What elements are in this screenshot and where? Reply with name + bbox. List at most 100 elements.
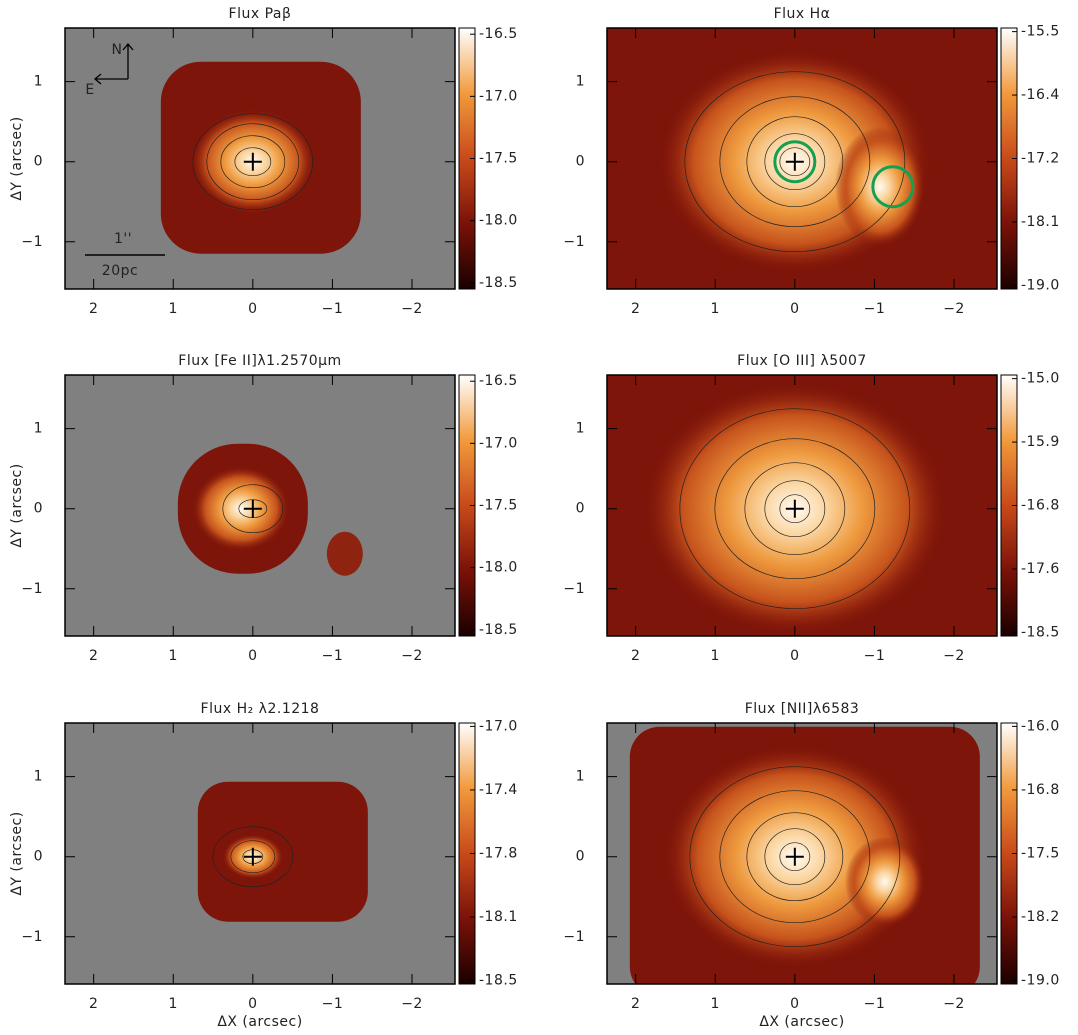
y-tick-label: 1 <box>576 74 585 90</box>
colorbar-tick-label: -16.8 <box>1021 782 1060 798</box>
colorbar-tick-label: -17.4 <box>479 782 518 798</box>
emission-knot <box>326 531 363 576</box>
panel-title: Flux Paβ <box>229 6 292 22</box>
x-tick-label: 1 <box>169 996 178 1012</box>
colorbar-tick-label: -18.2 <box>1021 909 1060 925</box>
contour <box>679 408 911 610</box>
colorbar-tick-label: -15.5 <box>1021 24 1060 40</box>
aperture-circle <box>871 165 915 209</box>
colorbar-tick-label: -17.5 <box>479 498 518 514</box>
x-tick-label: −1 <box>864 648 886 664</box>
colorbar-tick-label: -18.1 <box>479 909 518 925</box>
x-tick-label: 1 <box>169 301 178 317</box>
contour <box>192 113 314 211</box>
emission-glow <box>834 126 925 247</box>
contour <box>222 484 284 534</box>
scale-bar-pc: 20pc <box>102 263 138 279</box>
colorbar-tick-label: -18.1 <box>1021 214 1060 230</box>
colorbar-tick-label: -15.9 <box>1021 434 1060 450</box>
x-tick-label: 0 <box>248 301 257 317</box>
contour <box>779 147 811 177</box>
x-tick-label: 0 <box>248 648 257 664</box>
contour <box>206 123 300 201</box>
colorbar-tick-label: -18.5 <box>479 622 518 638</box>
contour <box>719 96 871 228</box>
panel: Flux H₂ λ2.1218 2 1 0 −1 −2 −1 0 1 ΔY (arcsec) ΔX … <box>9 701 518 1030</box>
nucleus-marker <box>243 152 262 171</box>
x-tick-label: −2 <box>943 996 965 1012</box>
x-tick-label: 1 <box>169 648 178 664</box>
x-tick-label: 1 <box>711 301 720 317</box>
x-tick-label: −1 <box>322 648 344 664</box>
emission-glow <box>192 466 289 551</box>
colorbar-tick-label: -16.0 <box>1021 718 1060 734</box>
contour <box>230 840 276 874</box>
contour <box>689 766 901 948</box>
y-axis-label: ΔY (arcsec) <box>9 463 25 547</box>
contour <box>719 790 871 924</box>
x-tick-label: 0 <box>248 996 257 1012</box>
x-tick-label: −2 <box>401 301 423 317</box>
plot-frame <box>64 374 456 637</box>
plot-frame <box>64 27 456 290</box>
panel: Flux [Fe II]λ1.2570μm 2 1 0 −1 −2 −1 0 1 ΔY (arcs… <box>9 353 518 664</box>
colorbar-tick-label: -18.5 <box>479 275 518 291</box>
colorbar-tick-label: -17.0 <box>479 718 518 734</box>
y-axis-label: ΔY (arcsec) <box>9 811 25 895</box>
panel-title: Flux [O III] λ5007 <box>737 353 867 369</box>
contour <box>212 826 294 888</box>
compass-east: E <box>85 82 94 98</box>
scale-bar-arcsec: 1'' <box>114 231 132 247</box>
contour <box>714 438 876 580</box>
map <box>607 28 997 289</box>
x-tick-label: 0 <box>790 996 799 1012</box>
contour <box>779 842 811 872</box>
colorbar-tick-label: -15.0 <box>1021 371 1060 387</box>
colorbar-tick-label: -16.5 <box>479 26 518 42</box>
colorbar-tick-label: -18.0 <box>479 560 518 576</box>
emission-region <box>197 781 368 922</box>
plot-frame <box>64 722 456 985</box>
plot-frame <box>606 27 998 290</box>
x-tick-label: 0 <box>790 301 799 317</box>
compass <box>93 42 134 85</box>
aperture-circle <box>773 140 817 184</box>
x-tick-label: −1 <box>864 301 886 317</box>
contour <box>764 480 826 538</box>
y-tick-label: 1 <box>34 421 43 437</box>
y-tick-label: −1 <box>21 581 43 597</box>
contour <box>746 116 844 208</box>
y-tick-label: −1 <box>563 581 585 597</box>
colorbar-tick-label: -16.8 <box>1021 498 1060 514</box>
colorbar-tick-label: -17.8 <box>479 846 518 862</box>
plot-frame <box>606 722 998 985</box>
x-tick-label: −2 <box>943 648 965 664</box>
x-tick-label: 2 <box>631 996 640 1012</box>
colorbar-tick-label: -18.0 <box>479 213 518 229</box>
x-tick-label: 2 <box>89 996 98 1012</box>
contour <box>220 135 286 189</box>
colorbar-tick-label: -17.0 <box>479 88 518 104</box>
y-tick-label: 1 <box>576 769 585 785</box>
x-tick-label: −2 <box>401 996 423 1012</box>
nucleus-marker <box>785 152 804 171</box>
contour <box>746 812 844 902</box>
contour <box>779 494 811 524</box>
y-tick-label: 0 <box>576 849 585 865</box>
map <box>65 375 455 636</box>
colorbar-tick-label: -16.5 <box>479 373 518 389</box>
panel: Flux Paβ 2 1 0 −1 −2 −1 0 1 ΔY (arcsec) -16.5 -17.0… <box>9 6 518 317</box>
y-tick-label: 1 <box>576 421 585 437</box>
contour <box>764 133 826 191</box>
panel-title: Flux [NII]λ6583 <box>745 701 860 717</box>
y-tick-label: −1 <box>563 234 585 250</box>
plot-frame <box>606 374 998 637</box>
colorbar-tick-label: -17.2 <box>1021 151 1060 167</box>
x-tick-label: −1 <box>322 301 344 317</box>
panel: Flux [NII]λ6583 2 1 0 −1 −2 −1 0 1 ΔX (arcsec) -16… <box>563 701 1059 1030</box>
x-tick-label: 2 <box>89 301 98 317</box>
contour <box>684 71 906 253</box>
x-tick-label: 0 <box>790 648 799 664</box>
colorbar-tick-label: -17.5 <box>479 151 518 167</box>
